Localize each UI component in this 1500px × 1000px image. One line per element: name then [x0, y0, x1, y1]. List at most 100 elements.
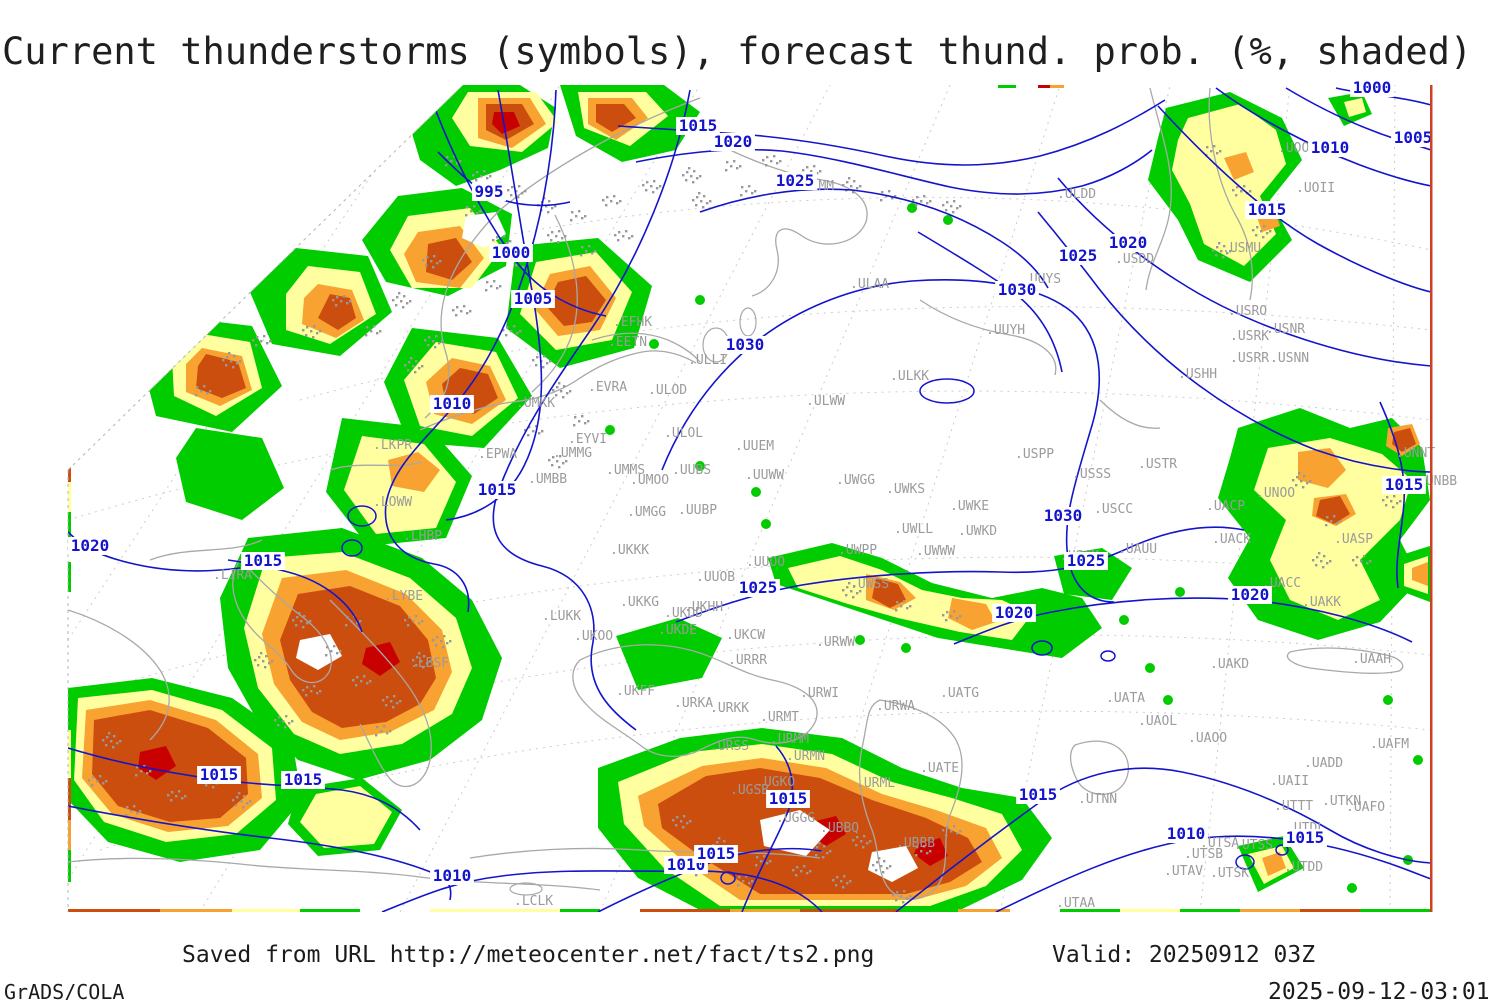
map-edge-strip — [68, 730, 71, 778]
thunderstorm-symbol — [232, 792, 252, 809]
isobar-closed-contour — [341, 539, 363, 557]
thunderstorm-symbol — [195, 385, 212, 397]
station-label: .UGKO — [756, 775, 795, 790]
generator-credit-text: GrADS/COLA — [4, 980, 125, 1000]
station-label: .UAKK — [1302, 595, 1341, 610]
station-label: .UGGG — [776, 811, 815, 826]
isobar-label: 1025 — [1059, 246, 1098, 265]
isobar-line — [699, 188, 1049, 289]
thunderstorm-symbol — [135, 765, 152, 777]
thunderstorm-symbol — [302, 685, 322, 697]
coastline — [329, 461, 423, 471]
station-label: .UTDD — [1284, 860, 1323, 875]
isobar-label: 1010 — [1311, 138, 1350, 157]
prob-shading-level2 — [300, 786, 392, 848]
map-border-right — [1430, 85, 1433, 912]
prob-shading-dot — [1413, 755, 1423, 765]
graticule-line — [399, 85, 831, 912]
isobar-label-box — [1245, 201, 1289, 219]
isobar-line — [995, 835, 1431, 912]
coastline — [232, 559, 332, 684]
station-label: .UOII — [1296, 181, 1335, 196]
station-label: .UADD — [1304, 756, 1343, 771]
station-label: .UACP — [1206, 499, 1245, 514]
isobar-label: 995 — [475, 182, 504, 201]
isobar-label-box — [1056, 247, 1100, 265]
station-label: .LOWW — [373, 495, 412, 510]
map-edge-strip — [300, 909, 360, 912]
station-label: .UACK — [1212, 532, 1251, 547]
station-label: .LBSF — [410, 656, 449, 671]
thunderstorm-symbol — [254, 652, 274, 669]
coastline — [1286, 647, 1404, 674]
isobar-line — [1057, 177, 1431, 367]
station-label: .UBBB — [896, 836, 935, 851]
station-label: .URMT — [760, 710, 799, 725]
station-label: .UKDD — [664, 606, 703, 621]
thunderstorm-symbol — [614, 230, 634, 242]
thunderstorm-symbol — [672, 815, 692, 829]
station-label: .USSS — [1072, 467, 1111, 482]
station-label: .URKA — [674, 696, 713, 711]
map-edge-strip — [640, 909, 730, 912]
station-label: .URML — [856, 776, 895, 791]
station-label: .URMM — [770, 732, 809, 747]
coastline — [1208, 87, 1253, 301]
station-label: .UOOO — [1278, 141, 1317, 156]
isobar-label-box — [676, 117, 720, 135]
thunderstorm-symbol — [325, 645, 342, 657]
coastline — [858, 699, 963, 900]
station-label: .UUEM — [735, 439, 774, 454]
prob-shading-dot — [751, 487, 761, 497]
isobar-line — [492, 89, 691, 731]
station-label: .UUOO — [746, 555, 785, 570]
station-label: .UMOO — [630, 473, 669, 488]
station-label: .USDD — [1115, 252, 1154, 267]
prob-shading-dot — [1163, 695, 1173, 705]
station-label: .ULOL — [664, 426, 703, 441]
coastline — [591, 332, 701, 363]
station-label: .USTR — [1138, 457, 1177, 472]
thunderstorm-symbol — [382, 695, 402, 709]
isobar-label: 1010 — [433, 866, 472, 885]
station-label: .LIRA — [213, 568, 252, 583]
isobar-label-box — [1308, 139, 1352, 157]
station-label: .UTAA — [1056, 896, 1095, 911]
station-label: .UAUU — [1118, 542, 1157, 557]
thunderstorm-symbol — [167, 790, 187, 802]
station-label: .EFHK — [613, 315, 652, 330]
prob-shading-level3 — [388, 452, 440, 492]
station-label: .EYVI — [568, 432, 607, 447]
isobar-label: 1030 — [1044, 506, 1083, 525]
station-label: .UAKD — [1210, 657, 1249, 672]
map-edge-strip — [998, 85, 1016, 88]
isobar-label: 1015 — [478, 480, 517, 499]
map-edge-strip — [1060, 909, 1120, 912]
thunderstorm-symbol — [465, 205, 482, 217]
prob-shading-dot — [1175, 587, 1185, 597]
isobar-label: 1015 — [769, 789, 808, 808]
station-label: .ULAA — [850, 277, 889, 292]
station-label: .UWSS — [850, 577, 889, 592]
thunderstorm-symbol — [642, 180, 662, 194]
thunderstorm-symbol — [602, 195, 622, 207]
station-label: .UBBQ — [820, 821, 859, 836]
prob-shading-level4 — [596, 104, 636, 132]
prob-shading-dot — [855, 635, 865, 645]
thunderstorm-symbol — [222, 352, 242, 369]
station-label: .UMMG — [553, 446, 592, 461]
station-label: .UATA — [1106, 691, 1145, 706]
thunderstorm-symbol — [580, 245, 597, 257]
thunderstorm-symbol — [452, 305, 472, 317]
thunderstorm-symbol — [548, 455, 568, 469]
saved-from-url-text: Saved from URL http://meteocenter.net/fa… — [182, 942, 875, 968]
isobar-label: 1015 — [1286, 828, 1325, 847]
station-label: .URMN — [786, 749, 825, 764]
isobar-label-box — [992, 604, 1036, 622]
thunderstorm-symbol — [725, 160, 742, 172]
prob-shading-level4 — [426, 238, 472, 280]
isobar-label: 1015 — [679, 116, 718, 135]
coastline — [424, 97, 701, 419]
thunderstorm-symbol — [404, 615, 424, 627]
